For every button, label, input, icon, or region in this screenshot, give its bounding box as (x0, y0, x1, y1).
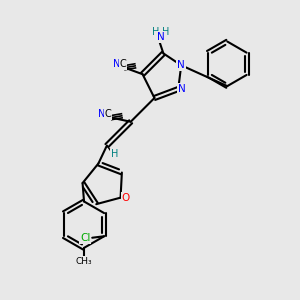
Text: N: N (178, 84, 186, 94)
Text: CH₃: CH₃ (76, 257, 92, 266)
Text: O: O (122, 193, 130, 202)
Text: C: C (119, 59, 126, 69)
Text: H: H (111, 149, 118, 160)
Text: H: H (152, 27, 159, 37)
Text: H: H (162, 27, 169, 37)
Text: N: N (98, 109, 106, 119)
Text: N: N (157, 32, 164, 42)
Text: N: N (177, 60, 185, 70)
Text: N: N (113, 59, 120, 69)
Text: C: C (104, 109, 111, 119)
Text: Cl: Cl (80, 233, 91, 243)
